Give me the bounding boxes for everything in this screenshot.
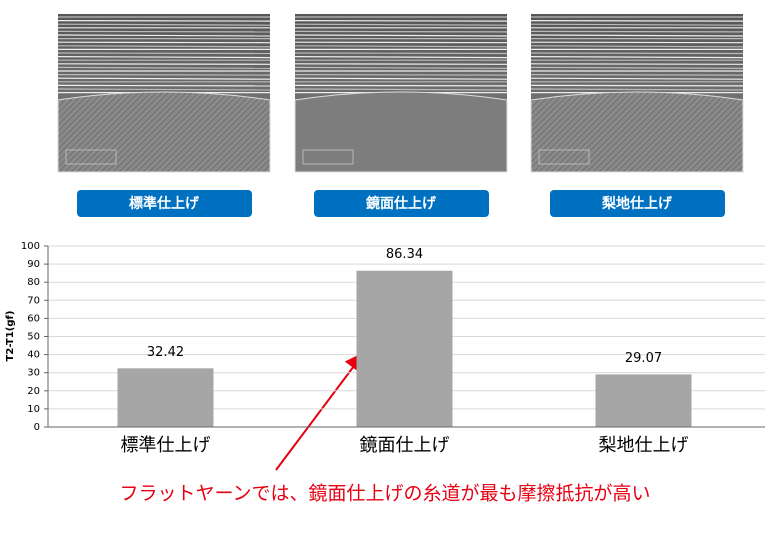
panel-label: 標準仕上げ <box>129 195 200 212</box>
y-tick-label: 10 <box>27 404 40 415</box>
fiber-line <box>57 77 271 80</box>
annotation-arrow <box>275 351 365 471</box>
fiber-line <box>530 30 744 33</box>
fiber-line <box>294 56 508 59</box>
scale-box <box>538 149 590 165</box>
fiber-line <box>57 23 271 26</box>
fiber-line <box>530 45 744 48</box>
fiber-line <box>294 63 508 65</box>
fiber-line <box>57 20 271 22</box>
fiber-line <box>294 88 508 91</box>
fiber-line <box>294 52 508 55</box>
fiber-line <box>530 56 744 59</box>
panel-label: 鏡面仕上げ <box>366 195 437 212</box>
scale-box <box>302 149 354 165</box>
fiber-line <box>530 77 744 80</box>
fiber-line <box>57 84 271 87</box>
fiber-line <box>57 88 271 91</box>
y-axis-label: T2-T1(gf) <box>5 311 16 362</box>
fiber-line <box>294 77 508 80</box>
y-tick-label: 100 <box>21 241 40 252</box>
fiber-line <box>530 52 744 55</box>
fiber-line <box>294 74 508 76</box>
fiber-line <box>294 84 508 87</box>
fiber-line <box>57 56 271 59</box>
panel-button <box>77 190 252 217</box>
fiber-line <box>530 84 744 87</box>
surface <box>294 91 508 173</box>
fiber-line <box>57 34 271 37</box>
fiber-line <box>57 45 271 48</box>
fiber-line <box>294 34 508 37</box>
fiber-line <box>294 45 508 48</box>
fiber-line <box>530 20 744 22</box>
bar <box>117 368 214 427</box>
fiber-line <box>57 52 271 55</box>
fiber-line <box>57 41 271 44</box>
y-tick-label: 70 <box>27 295 40 306</box>
fiber-line <box>530 88 744 91</box>
fiber-line <box>530 66 744 69</box>
panel-button <box>314 190 489 217</box>
y-tick-label: 30 <box>27 368 40 379</box>
fiber-line <box>57 74 271 76</box>
bar <box>595 374 692 427</box>
y-tick-label: 90 <box>27 259 40 270</box>
value-label: 29.07 <box>625 351 662 366</box>
value-label: 32.42 <box>147 345 184 360</box>
y-tick-label: 80 <box>27 277 40 288</box>
surface <box>57 91 271 173</box>
fiber-line <box>530 41 744 44</box>
fiber-line <box>57 66 271 69</box>
fiber-line <box>530 63 744 65</box>
y-tick-label: 0 <box>34 422 40 433</box>
fiber-line <box>294 41 508 44</box>
x-tick-label: 標準仕上げ <box>121 435 211 456</box>
fiber-line <box>530 23 744 26</box>
fiber-line <box>294 30 508 33</box>
x-tick-label: 梨地仕上げ <box>599 435 689 456</box>
y-tick-label: 60 <box>27 313 40 324</box>
bar <box>356 270 453 427</box>
sem-images: 標準仕上げ 鏡面仕上げ 梨地仕上げ <box>57 14 744 217</box>
fiber-line <box>294 66 508 69</box>
fiber-line <box>530 34 744 37</box>
x-tick-label: 鏡面仕上げ <box>360 435 450 456</box>
fiber-line <box>294 23 508 26</box>
fiber-line <box>57 63 271 65</box>
fiber-line <box>530 74 744 76</box>
y-tick-label: 20 <box>27 386 40 397</box>
surface <box>530 91 744 173</box>
value-label: 86.34 <box>386 247 423 262</box>
fiber-line <box>294 20 508 22</box>
fiber-line <box>57 30 271 33</box>
annotation: フラットヤーンでは、鏡面仕上げの糸道が最も摩擦抵抗が高い <box>119 483 650 505</box>
y-tick-label: 40 <box>27 350 40 361</box>
panel-label: 梨地仕上げ <box>601 195 673 212</box>
scale-box <box>65 149 117 165</box>
y-tick-label: 50 <box>27 332 40 343</box>
panel-button <box>550 190 725 217</box>
